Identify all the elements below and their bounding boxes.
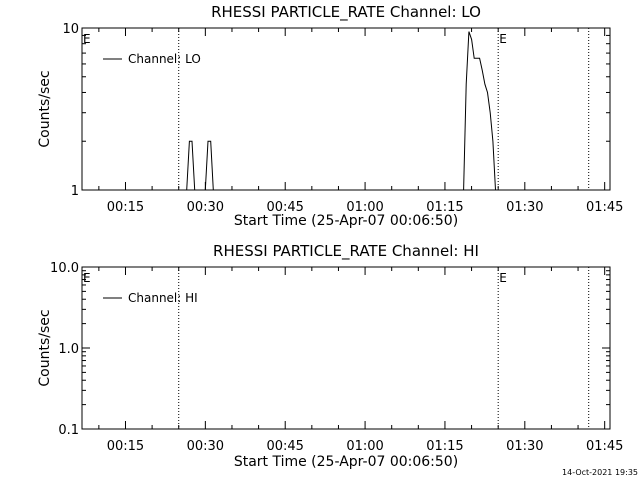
footer-timestamp: 14-Oct-2021 19:35	[562, 468, 638, 477]
y-tick-label: 1.0	[58, 342, 79, 357]
x-tick-label: 01:45	[586, 200, 623, 215]
y-axis-label: Counts/sec	[37, 70, 53, 147]
x-tick-label: 00:15	[107, 200, 144, 215]
x-tick-label: 01:45	[586, 439, 623, 454]
x-tick-label: 01:15	[426, 439, 463, 454]
x-tick-label: 00:45	[266, 200, 303, 215]
x-tick-label: 00:15	[107, 439, 144, 454]
x-tick-label: 01:00	[346, 200, 383, 215]
x-tick-label: 01:15	[426, 200, 463, 215]
x-tick-label: 00:30	[187, 200, 224, 215]
y-tick-label: 0.1	[58, 423, 79, 438]
legend-entry: Channel: HI	[128, 291, 198, 305]
x-axis-label: Start Time (25-Apr-07 00:06:50)	[234, 454, 458, 470]
event-marker-label: E	[499, 271, 507, 285]
chart-title: RHESSI PARTICLE_RATE Channel: HI	[213, 242, 479, 261]
event-marker-label: E	[83, 271, 91, 285]
series-line	[186, 31, 496, 191]
event-marker-label: E	[83, 32, 91, 46]
y-tick-label: 10	[62, 22, 79, 37]
legend-entry: Channel: LO	[128, 52, 201, 66]
event-marker-label: E	[499, 32, 507, 46]
x-tick-label: 01:00	[346, 439, 383, 454]
x-tick-label: 00:30	[187, 439, 224, 454]
chart-title: RHESSI PARTICLE_RATE Channel: LO	[211, 3, 481, 22]
y-tick-label: 10.0	[50, 261, 79, 276]
x-tick-label: 01:30	[506, 439, 543, 454]
x-tick-label: 00:45	[266, 439, 303, 454]
y-axis-label: Counts/sec	[37, 309, 53, 386]
x-axis-label: Start Time (25-Apr-07 00:06:50)	[234, 213, 458, 229]
x-tick-label: 01:30	[506, 200, 543, 215]
y-tick-label: 1	[71, 184, 79, 199]
